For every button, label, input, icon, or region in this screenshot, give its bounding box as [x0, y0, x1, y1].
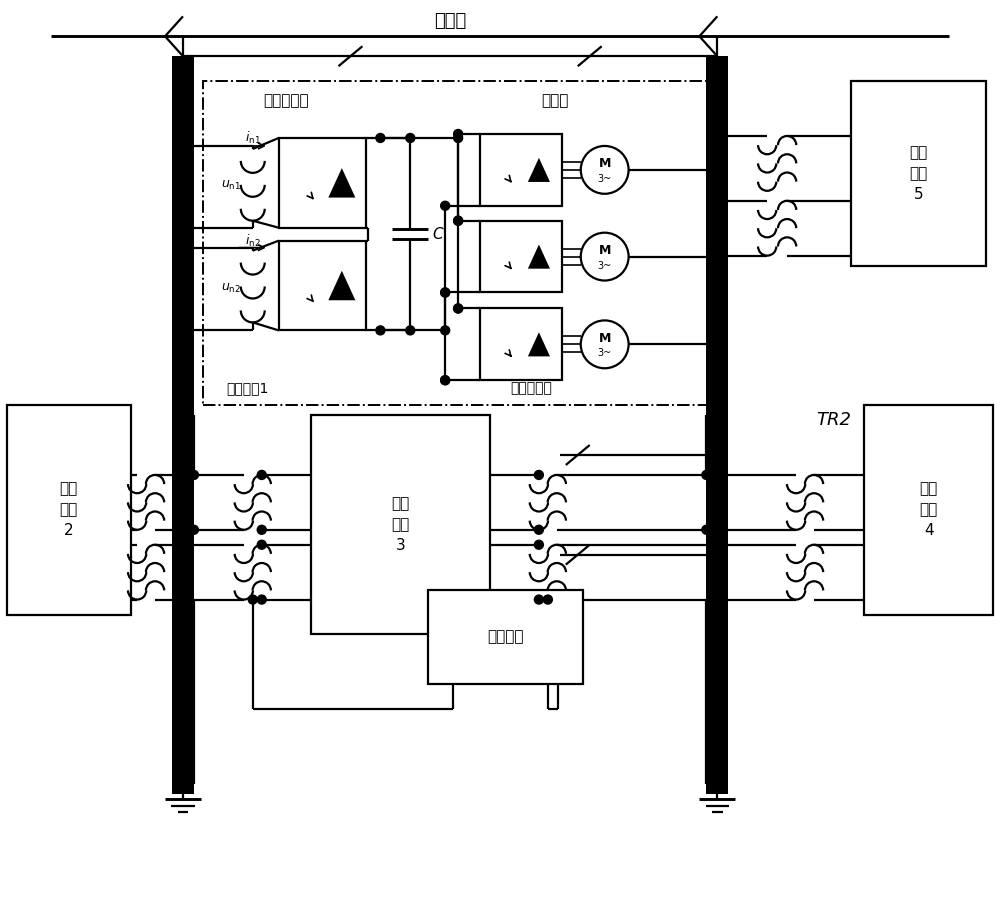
Polygon shape	[528, 245, 550, 268]
Bar	[864, 405, 993, 614]
Circle shape	[454, 304, 463, 313]
Text: 3~: 3~	[598, 260, 612, 270]
Text: 受电弓: 受电弓	[434, 13, 466, 30]
Bar	[172, 56, 194, 794]
Circle shape	[189, 470, 198, 480]
Text: $i_{\rm n1}$: $i_{\rm n1}$	[245, 130, 261, 146]
Text: 3~: 3~	[598, 174, 612, 184]
Bar	[851, 81, 986, 266]
Text: 辅助逆变器: 辅助逆变器	[510, 381, 552, 395]
Bar	[7, 405, 131, 614]
Circle shape	[534, 595, 543, 604]
Bar	[480, 134, 562, 206]
Text: $u_{\rm n1}$: $u_{\rm n1}$	[221, 179, 241, 192]
Text: M: M	[598, 244, 611, 258]
Text: 3~: 3~	[598, 349, 612, 359]
Circle shape	[534, 541, 543, 550]
Text: 逆变器: 逆变器	[541, 94, 569, 108]
Circle shape	[257, 525, 266, 534]
Circle shape	[406, 326, 415, 335]
Text: M: M	[598, 332, 611, 345]
Circle shape	[454, 134, 463, 143]
Circle shape	[248, 595, 257, 604]
Polygon shape	[328, 168, 355, 197]
Bar	[279, 240, 366, 330]
Circle shape	[441, 376, 450, 385]
Circle shape	[543, 595, 552, 604]
Circle shape	[376, 326, 385, 335]
Circle shape	[454, 217, 463, 225]
Bar	[311, 415, 490, 634]
Circle shape	[454, 129, 463, 138]
Bar	[480, 308, 562, 380]
Text: TR2: TR2	[816, 411, 851, 430]
Text: 动力
单元
4: 动力 单元 4	[920, 481, 938, 539]
Circle shape	[406, 134, 415, 143]
Bar	[203, 81, 713, 405]
Circle shape	[257, 470, 266, 480]
Circle shape	[454, 217, 463, 225]
Text: 网侧整流器: 网侧整流器	[263, 94, 308, 108]
Text: M: M	[598, 157, 611, 170]
Circle shape	[534, 525, 543, 534]
Bar	[279, 138, 366, 228]
Circle shape	[257, 595, 266, 604]
Circle shape	[454, 304, 463, 313]
Circle shape	[441, 326, 450, 335]
Circle shape	[702, 525, 711, 534]
Text: $u_{\rm n2}$: $u_{\rm n2}$	[221, 282, 241, 295]
Text: 动力单刀1: 动力单刀1	[226, 381, 268, 395]
Bar	[172, 56, 194, 794]
Circle shape	[702, 470, 711, 480]
Circle shape	[376, 134, 385, 143]
Polygon shape	[328, 271, 355, 300]
Circle shape	[189, 525, 198, 534]
Bar	[706, 56, 728, 794]
Text: 转换开关: 转换开关	[487, 630, 524, 644]
Bar	[428, 590, 583, 684]
Circle shape	[441, 288, 450, 297]
Text: 动力
单元
3: 动力 单元 3	[391, 496, 409, 553]
Circle shape	[257, 541, 266, 550]
Bar	[480, 221, 562, 292]
Text: 动力
单元
2: 动力 单元 2	[60, 481, 78, 539]
Circle shape	[534, 470, 543, 480]
Circle shape	[441, 201, 450, 210]
Bar	[706, 56, 728, 794]
Polygon shape	[528, 332, 550, 357]
Circle shape	[441, 288, 450, 297]
Text: 动力
单元
5: 动力 单元 5	[909, 145, 927, 202]
Circle shape	[441, 376, 450, 385]
Polygon shape	[528, 157, 550, 182]
Text: $C$: $C$	[432, 227, 444, 242]
Text: $i_{\rm n2}$: $i_{\rm n2}$	[245, 233, 260, 248]
Text: TR1: TR1	[54, 411, 89, 430]
